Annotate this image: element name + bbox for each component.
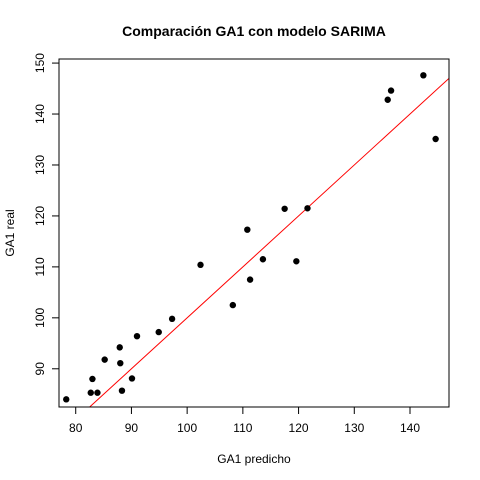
data-point-3 bbox=[89, 375, 96, 383]
data-point-6 bbox=[116, 344, 123, 351]
data-point-19 bbox=[293, 258, 300, 265]
data-point-23 bbox=[420, 72, 427, 79]
data-point-9 bbox=[128, 375, 136, 382]
x-tick-label: 140 bbox=[400, 421, 420, 435]
y-axis-label: GA1 real bbox=[3, 209, 17, 256]
data-point-15 bbox=[244, 226, 251, 233]
x-tick-label: 90 bbox=[125, 421, 139, 435]
y-tick-label: 130 bbox=[33, 155, 47, 175]
data-point-8 bbox=[118, 387, 126, 394]
y-tick-label: 110 bbox=[33, 257, 47, 276]
data-point-11 bbox=[155, 328, 162, 336]
y-tick-label: 140 bbox=[33, 104, 47, 124]
data-point-7 bbox=[117, 359, 124, 367]
data-point-20 bbox=[304, 205, 311, 212]
data-point-22 bbox=[387, 87, 395, 94]
x-axis: 80 90 100 110 120 130 140 bbox=[69, 406, 420, 435]
data-point-4 bbox=[94, 389, 101, 396]
data-point-14 bbox=[229, 301, 237, 309]
data-point-24 bbox=[432, 135, 439, 143]
y-tick-label: 90 bbox=[33, 362, 47, 376]
y-tick-label: 100 bbox=[33, 308, 47, 328]
y-axis: 90 100 110 120 130 140 150 bbox=[33, 53, 60, 376]
y-tick-label: 120 bbox=[33, 206, 47, 226]
x-tick-label: 120 bbox=[289, 421, 309, 435]
data-point-17 bbox=[259, 256, 267, 263]
x-tick-label: 100 bbox=[177, 421, 197, 435]
x-tick-label: 80 bbox=[69, 421, 83, 435]
x-axis-label: GA1 predicho bbox=[217, 452, 291, 466]
y-tick-label: 150 bbox=[33, 53, 47, 73]
x-tick-label: 130 bbox=[344, 421, 364, 435]
data-point-1 bbox=[63, 396, 70, 403]
data-points bbox=[63, 72, 439, 403]
data-point-13 bbox=[197, 261, 204, 269]
chart-title: Comparación GA1 con modelo SARIMA bbox=[122, 23, 386, 39]
plot-frame bbox=[58, 58, 450, 408]
data-point-18 bbox=[281, 205, 288, 212]
data-point-2 bbox=[87, 389, 94, 396]
x-tick-label: 110 bbox=[233, 421, 252, 435]
data-point-21 bbox=[384, 96, 391, 103]
data-point-10 bbox=[133, 332, 141, 340]
data-point-12 bbox=[168, 315, 176, 323]
data-point-16 bbox=[246, 276, 254, 283]
data-point-5 bbox=[101, 356, 108, 363]
reference-line bbox=[88, 77, 449, 407]
